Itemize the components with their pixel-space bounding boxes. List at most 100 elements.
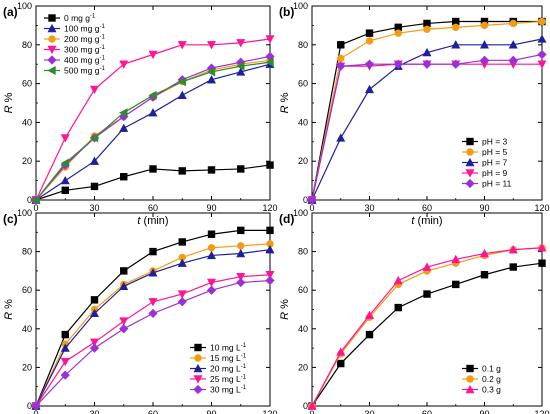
legend-entry-text: pH = 11 bbox=[482, 179, 512, 189]
legend: pH = 3pH = 5pH = 7pH = 9pH = 11 bbox=[462, 137, 512, 189]
data-point bbox=[265, 57, 274, 67]
legend-entry-superscript: -1 bbox=[99, 66, 105, 72]
data-point bbox=[537, 243, 547, 252]
y-tick-label: 100 bbox=[17, 1, 32, 11]
y-axis-symbol: R bbox=[3, 105, 15, 113]
plot-frame bbox=[311, 212, 543, 407]
data-point bbox=[178, 167, 186, 175]
legend-entry-text: 0.2 g bbox=[482, 374, 501, 384]
panel-c: 0 30 60 90 120 0 20 40 60 80 100(c) t (min) R % 10 mg… bbox=[3, 208, 278, 414]
legend-entry: pH = 5 bbox=[482, 147, 508, 157]
data-point bbox=[177, 290, 187, 299]
data-point bbox=[60, 357, 70, 367]
y-axis-symbol: R bbox=[279, 312, 291, 320]
y-tick-label: 0 bbox=[303, 401, 308, 411]
data-point bbox=[236, 39, 246, 48]
legend-swatch-marker bbox=[193, 375, 203, 384]
x-tick-label: 0 bbox=[309, 409, 314, 414]
data-point bbox=[60, 158, 69, 168]
data-point bbox=[537, 49, 547, 60]
y-tick-label: 40 bbox=[298, 117, 308, 127]
data-point bbox=[451, 59, 461, 69]
legend: 0.1 g0.2 g0.3 g bbox=[462, 364, 501, 395]
data-point bbox=[206, 285, 217, 295]
data-point bbox=[90, 182, 99, 191]
x-tick-label: 120 bbox=[262, 203, 277, 213]
legend-swatch-marker bbox=[194, 354, 202, 362]
data-point bbox=[236, 277, 246, 288]
data-point bbox=[236, 67, 246, 76]
legend-swatch-marker bbox=[466, 364, 474, 373]
data-point bbox=[508, 245, 518, 254]
panel-label: (d) bbox=[279, 212, 294, 226]
y-axis-unit: % bbox=[3, 299, 15, 312]
legend-entry-text: pH = 7 bbox=[482, 158, 508, 168]
series-5 bbox=[31, 57, 274, 205]
data-point bbox=[177, 41, 187, 50]
x-axis-label: t (min) bbox=[137, 215, 168, 227]
data-point bbox=[206, 41, 217, 50]
data-point bbox=[365, 37, 374, 45]
legend-entry: pH = 7 bbox=[482, 158, 508, 168]
y-axis-unit: % bbox=[279, 299, 291, 312]
data-point bbox=[120, 267, 128, 275]
legend-entry-text: 15 mg L bbox=[210, 353, 241, 363]
data-point bbox=[451, 254, 461, 264]
data-point bbox=[538, 259, 546, 267]
legend-entry-text: 400 mg g bbox=[64, 55, 100, 65]
panel-label: (c) bbox=[3, 212, 18, 226]
data-point bbox=[178, 238, 186, 246]
legend-entry: 25 mg L-1 bbox=[210, 374, 247, 384]
data-point bbox=[119, 123, 129, 132]
data-point bbox=[206, 67, 216, 77]
x-axis-unit: (min) bbox=[414, 215, 442, 227]
y-tick-label: 60 bbox=[298, 79, 308, 89]
data-point bbox=[237, 226, 245, 235]
data-point bbox=[177, 77, 186, 87]
legend-swatch-marker bbox=[465, 178, 475, 189]
data-point bbox=[148, 108, 158, 117]
y-tick-label: 60 bbox=[22, 285, 32, 295]
x-tick-label: 30 bbox=[364, 409, 374, 414]
data-point bbox=[149, 247, 157, 256]
legend-entry: 100 mg g-1 bbox=[64, 24, 105, 34]
data-point bbox=[479, 40, 490, 49]
data-point bbox=[336, 347, 346, 356]
data-point bbox=[206, 278, 217, 288]
y-axis-label: R % bbox=[279, 92, 291, 113]
data-point bbox=[364, 310, 375, 319]
y-tick-label: 80 bbox=[22, 247, 32, 257]
x-tick-label: 30 bbox=[89, 409, 99, 414]
legend-entry-text: 30 mg L bbox=[210, 385, 241, 395]
legend-swatch-marker bbox=[193, 384, 203, 395]
data-point bbox=[207, 166, 216, 174]
legend-swatch-marker bbox=[47, 45, 57, 55]
plot-frame bbox=[311, 5, 543, 201]
legend-swatch-marker bbox=[466, 375, 474, 383]
y-axis-label: R % bbox=[3, 299, 15, 320]
data-point bbox=[89, 133, 99, 143]
y-axis-label: R % bbox=[3, 92, 15, 113]
data-point bbox=[265, 245, 275, 254]
x-tick-label: 0 bbox=[33, 409, 38, 414]
series-2 bbox=[32, 56, 274, 204]
x-tick-label: 120 bbox=[534, 409, 549, 414]
legend-swatch-marker bbox=[465, 157, 475, 167]
x-axis-symbol: t bbox=[411, 215, 415, 227]
legend-entry: 0.1 g bbox=[482, 364, 501, 374]
y-tick-label: 80 bbox=[298, 247, 308, 257]
data-point bbox=[60, 134, 70, 143]
data-point bbox=[89, 156, 100, 165]
y-axis-symbol: R bbox=[279, 105, 291, 113]
data-point bbox=[422, 59, 432, 69]
data-point bbox=[336, 61, 346, 71]
legend-entry-text: 20 mg L bbox=[210, 364, 241, 374]
data-point bbox=[266, 161, 274, 169]
legend-entry: 10 mg L-1 bbox=[210, 343, 247, 353]
x-axis-unit: (min) bbox=[140, 215, 168, 227]
legend-entry-text: pH = 5 bbox=[482, 147, 508, 157]
y-axis-label: R % bbox=[279, 299, 291, 320]
y-axis-unit: % bbox=[3, 92, 15, 105]
legend-entry-superscript: -1 bbox=[241, 354, 247, 360]
legend-swatch-marker bbox=[466, 137, 474, 146]
